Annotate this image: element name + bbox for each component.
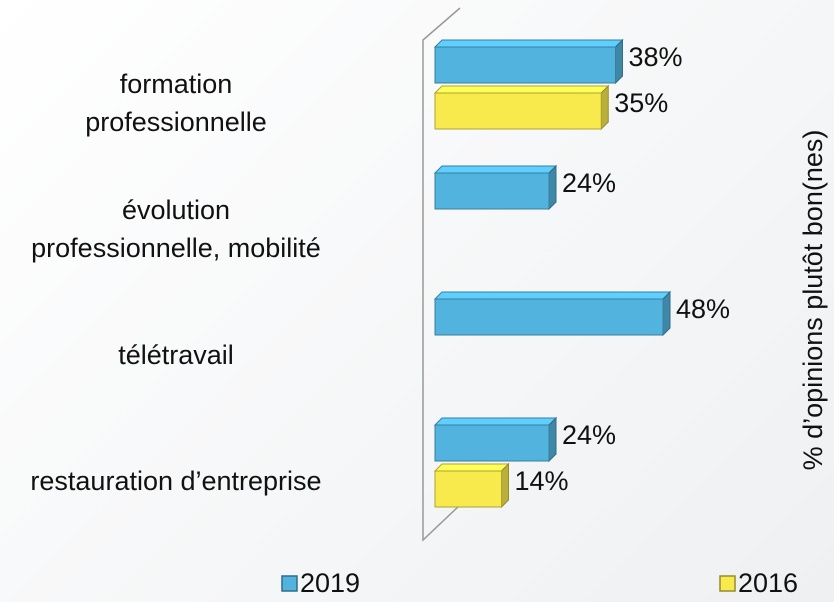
bar-end bbox=[615, 38, 623, 85]
bar-front bbox=[434, 298, 664, 336]
bar bbox=[433, 84, 610, 131]
legend-label: 2016 bbox=[738, 568, 798, 598]
bar-end bbox=[662, 290, 671, 337]
bar-front bbox=[434, 424, 550, 462]
value-label: 38% bbox=[629, 42, 683, 72]
bar-top bbox=[433, 463, 510, 472]
bar-top bbox=[433, 417, 558, 426]
bar bbox=[433, 462, 510, 509]
category-label: évolution professionnelle, mobilité bbox=[31, 195, 321, 263]
bar-top bbox=[433, 165, 558, 174]
value-label: 48% bbox=[676, 294, 730, 324]
bar-end bbox=[548, 164, 557, 211]
bar-front bbox=[434, 172, 550, 210]
bar-end bbox=[600, 84, 609, 131]
bar-front bbox=[434, 470, 502, 508]
bar-front bbox=[434, 46, 616, 84]
legend-swatch bbox=[281, 575, 298, 592]
bar bbox=[433, 164, 558, 211]
value-label: 24% bbox=[562, 420, 616, 450]
axis-title: % d’opinions plutôt bon(nes) bbox=[798, 130, 828, 471]
value-label: 35% bbox=[614, 88, 668, 118]
bar bbox=[433, 290, 672, 337]
category-label: télétravail bbox=[118, 340, 234, 370]
category-label: restauration d’entreprise bbox=[30, 466, 322, 496]
bar-top bbox=[433, 39, 624, 48]
bar-end bbox=[548, 416, 557, 463]
bar bbox=[433, 416, 558, 463]
legend-label: 2019 bbox=[300, 568, 360, 598]
bar bbox=[433, 38, 624, 85]
value-label: 14% bbox=[515, 466, 569, 496]
legend-swatch bbox=[719, 575, 736, 592]
bar-end bbox=[501, 462, 509, 509]
bar-top bbox=[433, 291, 672, 300]
chart-wall bbox=[422, 7, 461, 542]
bar-front bbox=[434, 92, 602, 130]
bar-top bbox=[433, 85, 610, 94]
category-label: formation professionnelle bbox=[85, 69, 267, 137]
value-label: 24% bbox=[562, 168, 616, 198]
